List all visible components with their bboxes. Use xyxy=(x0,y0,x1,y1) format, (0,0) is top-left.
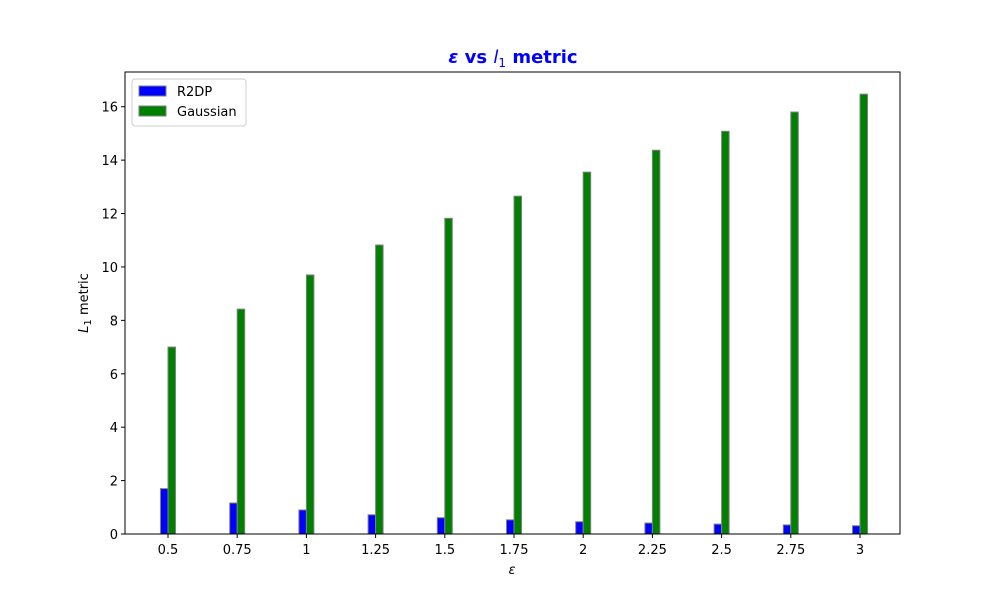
bar-gaussian-1.75 xyxy=(513,195,522,535)
ticks-layer: 0.5 0.75 1 1.25 1.5 1.75 2 2.25 2.5 2.75 3 0 2 4 6 8 10 1… xyxy=(101,101,864,558)
bar-r2dp-2.5 xyxy=(713,523,723,535)
x-tick-label-2: 2 xyxy=(579,543,587,558)
bar-gaussian-2 xyxy=(582,171,592,535)
legend: R2DP Gaussian xyxy=(131,78,247,127)
title-vs: vs xyxy=(458,47,493,68)
y-tick-label-12: 12 xyxy=(101,208,118,223)
bar-r2dp-1.25 xyxy=(367,514,377,535)
bar-gaussian-2.25 xyxy=(651,149,661,535)
bar-r2dp-1 xyxy=(298,509,307,535)
bar-gaussian-1 xyxy=(305,274,315,535)
bar-r2dp-1.5 xyxy=(436,517,446,535)
bar-r2dp-2.75 xyxy=(782,524,792,535)
legend-label-r2dp: R2DP xyxy=(177,85,212,100)
x-tick-label-0.5: 0.5 xyxy=(158,543,179,558)
chart-title: ε vs l1 metric xyxy=(448,47,577,70)
x-tick-label-1.75: 1.75 xyxy=(500,543,529,558)
x-tick-label-2.75: 2.75 xyxy=(776,543,805,558)
x-tick-label-1.5: 1.5 xyxy=(434,543,455,558)
title-metric: metric xyxy=(506,47,578,68)
bar-r2dp-0.75 xyxy=(229,502,238,535)
title-epsilon: ε xyxy=(448,47,458,68)
bar-r2dp-1.75 xyxy=(506,519,515,535)
plot-frame xyxy=(124,71,901,535)
bar-r2dp-0.5 xyxy=(160,488,169,535)
bar-gaussian-2.5 xyxy=(721,130,730,535)
bar-gaussian-1.5 xyxy=(444,217,453,535)
legend-label-gaussian: Gaussian xyxy=(177,105,237,120)
bar-gaussian-1.25 xyxy=(375,244,384,535)
y-tick-label-6: 6 xyxy=(110,368,118,383)
legend-swatch-r2dp xyxy=(138,85,167,97)
title-subscript: 1 xyxy=(498,56,506,70)
x-axis-label: ε xyxy=(508,563,515,578)
bar-r2dp-2 xyxy=(575,521,584,535)
bar-gaussian-2.75 xyxy=(790,111,799,535)
bar-r2dp-3 xyxy=(852,525,861,535)
x-tick-label-3: 3 xyxy=(856,543,864,558)
bar-gaussian-0.5 xyxy=(167,346,176,535)
bars-layer xyxy=(160,93,868,535)
y-tick-label-4: 4 xyxy=(110,421,118,436)
x-tick-label-2.5: 2.5 xyxy=(711,543,732,558)
x-tick-label-1.25: 1.25 xyxy=(361,543,390,558)
bar-gaussian-3 xyxy=(859,93,868,535)
y-tick-label-10: 10 xyxy=(101,261,118,276)
x-tick-label-1: 1 xyxy=(302,543,310,558)
bar-gaussian-0.75 xyxy=(236,308,246,535)
y-tick-label-2: 2 xyxy=(110,475,118,490)
y-tick-label-16: 16 xyxy=(101,101,118,116)
x-tick-label-2.25: 2.25 xyxy=(638,543,667,558)
bar-r2dp-2.25 xyxy=(644,522,653,535)
x-tick-label-0.75: 0.75 xyxy=(223,543,252,558)
y-tick-label-14: 14 xyxy=(101,154,118,169)
y-tick-label-8: 8 xyxy=(110,314,118,329)
y-axis-label-subscript: 1 xyxy=(83,319,94,325)
y-axis-label-L: L xyxy=(77,326,92,333)
title-l: l xyxy=(493,47,498,68)
y-axis-label-rest: metric xyxy=(77,273,92,319)
legend-swatch-gaussian xyxy=(138,105,167,117)
y-tick-label-0: 0 xyxy=(110,528,118,543)
y-axis-label: L1 metric xyxy=(77,273,94,333)
